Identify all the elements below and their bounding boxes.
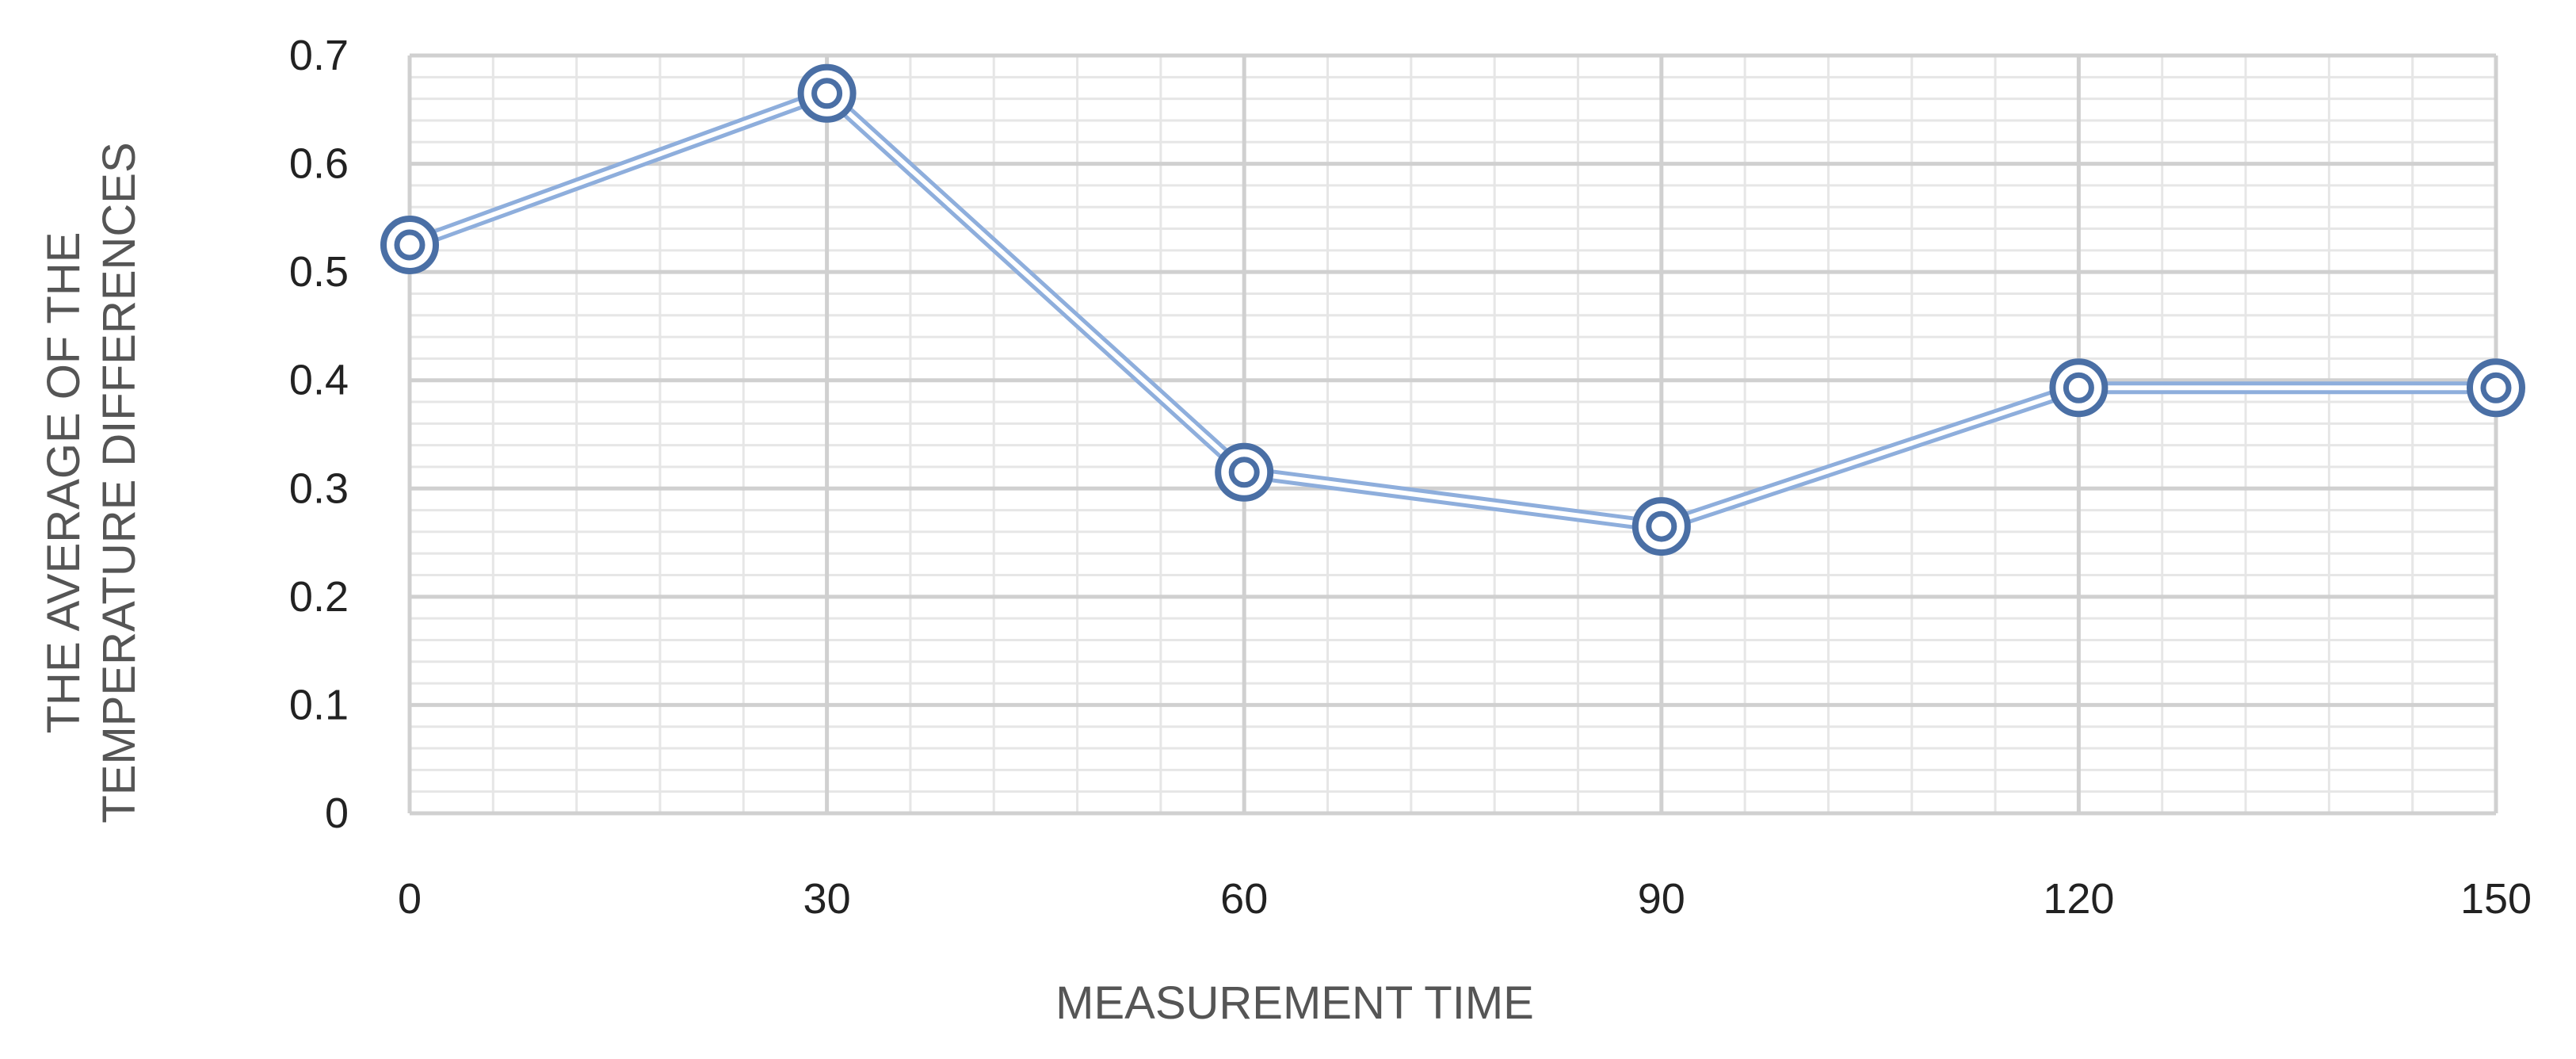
data-point-inner-ring	[2480, 372, 2512, 403]
x-tick-label: 60	[1220, 875, 1268, 923]
data-point-inner-ring	[811, 78, 843, 109]
series-group	[380, 63, 2525, 556]
data-point	[380, 216, 439, 274]
data-point	[2049, 358, 2109, 418]
data-point	[797, 63, 857, 123]
y-tick-label: 0.6	[289, 140, 349, 188]
series-line-inner	[408, 90, 2496, 530]
y-tick-label: 0.1	[289, 681, 349, 728]
x-axis-title: MEASUREMENT TIME	[1055, 977, 1534, 1029]
y-tick-label: 0.2	[289, 573, 349, 621]
y-tick-label: 0.5	[289, 248, 349, 296]
minor-grid	[408, 54, 2498, 815]
y-axis-title: THE AVERAGE OF THE TEMPERATURE DIFFERENC…	[38, 142, 145, 823]
x-tick-label: 150	[2460, 875, 2532, 923]
data-point	[1631, 497, 1691, 556]
x-axis-tick-labels: 0 30 60 90 120 150	[398, 875, 2532, 923]
major-grid	[407, 53, 2498, 816]
data-point-inner-ring	[1228, 457, 1260, 488]
data-point	[1215, 442, 1274, 502]
x-tick-label: 90	[1638, 875, 1685, 923]
y-tick-label: 0.4	[289, 357, 349, 404]
y-axis-title-line-2: TEMPERATURE DIFFERENCES	[93, 142, 145, 823]
data-point	[2467, 358, 2525, 418]
series-line-outer	[407, 86, 2496, 533]
y-tick-label: 0.7	[289, 32, 349, 79]
x-tick-label: 0	[398, 875, 422, 923]
x-tick-label: 30	[803, 875, 851, 923]
y-axis-tick-labels: 0 0.1 0.2 0.3 0.4 0.5 0.6 0.7	[289, 32, 349, 837]
data-point-inner-ring	[1646, 510, 1677, 542]
x-tick-label: 120	[2043, 875, 2114, 923]
data-point-inner-ring	[2063, 372, 2094, 403]
data-point-inner-ring	[394, 229, 426, 261]
y-tick-label: 0.3	[289, 465, 349, 512]
y-axis-title-line-1: THE AVERAGE OF THE	[38, 232, 90, 734]
y-tick-label: 0	[325, 789, 349, 837]
